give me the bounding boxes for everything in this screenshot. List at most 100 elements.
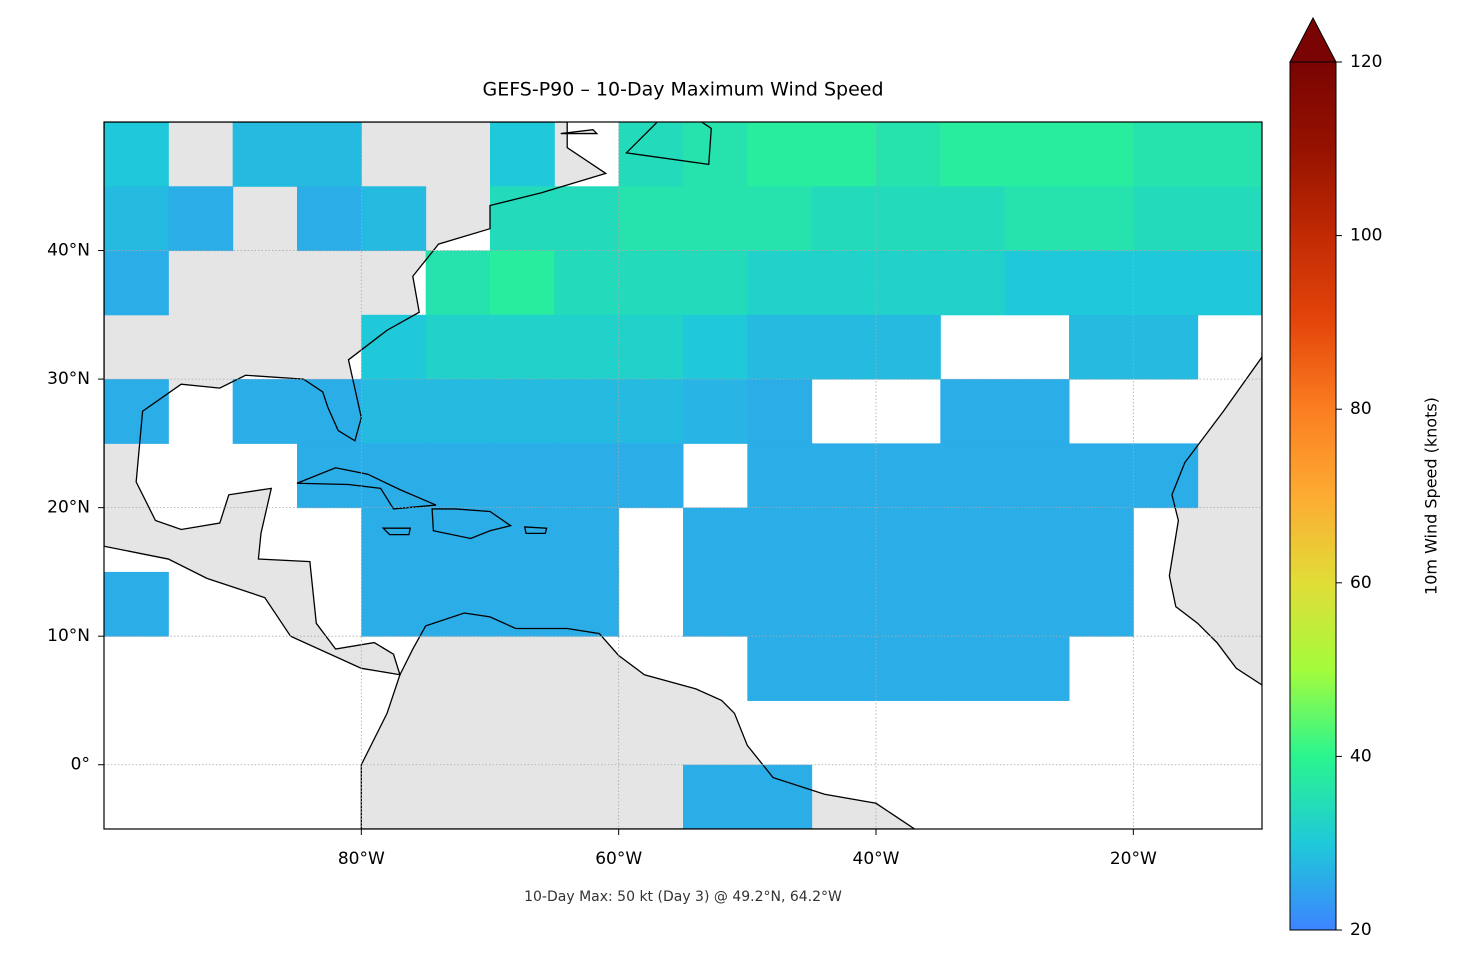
wind-cell	[940, 122, 1006, 187]
wind-cell	[104, 571, 169, 637]
wind-cell	[876, 122, 941, 187]
wind-cell	[1069, 122, 1134, 187]
wind-cell	[361, 379, 427, 444]
x-tick-label: 80°W	[338, 849, 385, 869]
x-tick-label: 20°W	[1110, 849, 1157, 869]
wind-cell	[876, 636, 941, 701]
wind-cell	[554, 379, 620, 444]
wind-cell	[811, 314, 877, 380]
wind-cell	[876, 443, 941, 509]
wind-cell	[1069, 507, 1134, 573]
wind-cell	[747, 764, 813, 829]
wind-cell	[940, 379, 1006, 444]
wind-cell	[683, 122, 748, 187]
wind-cell	[104, 122, 169, 187]
coastline	[431, 508, 513, 540]
wind-cell	[1004, 443, 1070, 509]
colorbar	[1290, 62, 1336, 930]
wind-cell	[554, 250, 620, 316]
wind-cell	[104, 186, 169, 252]
wind-cell	[1004, 507, 1070, 573]
wind-cell	[747, 379, 813, 444]
coastline	[1168, 352, 1262, 686]
coastline	[296, 467, 437, 510]
wind-cell	[425, 571, 491, 637]
wind-cell	[811, 443, 877, 509]
wind-cell	[1069, 443, 1134, 509]
wind-cell	[168, 186, 234, 252]
wind-cell	[747, 186, 813, 252]
wind-cell	[1197, 122, 1262, 187]
wind-cell	[747, 250, 813, 316]
y-tick-label: 20°N	[47, 498, 90, 518]
wind-cell	[811, 250, 877, 316]
wind-cell	[490, 507, 555, 573]
colorbar-label: 10m Wind Speed (knots)	[1422, 397, 1441, 595]
wind-cell	[1133, 250, 1199, 316]
wind-cell	[490, 122, 555, 187]
wind-cell	[425, 379, 491, 444]
wind-cell	[940, 250, 1006, 316]
annotation: 10-Day Max: 50 kt (Day 3) @ 49.2°N, 64.2…	[524, 889, 842, 905]
wind-cell	[554, 443, 620, 509]
wind-cell	[940, 186, 1006, 252]
wind-cell	[490, 571, 555, 637]
wind-cell	[554, 507, 620, 573]
colorbar-tick-label: 60	[1350, 573, 1372, 593]
wind-cell	[361, 186, 427, 252]
y-tick-label: 10°N	[47, 626, 90, 646]
wind-cell	[361, 314, 427, 380]
wind-cell	[747, 507, 813, 573]
wind-cell	[554, 314, 620, 380]
wind-cell	[297, 186, 362, 252]
wind-cell	[232, 122, 298, 187]
wind-cell	[1133, 443, 1199, 509]
wind-cell	[876, 314, 941, 380]
wind-cell	[747, 443, 813, 509]
wind-cell	[1133, 314, 1199, 380]
wind-cell	[297, 122, 362, 187]
coastline	[560, 129, 599, 135]
wind-cell	[683, 571, 748, 637]
wind-cell	[618, 379, 684, 444]
wind-cell	[811, 186, 877, 252]
wind-cell	[618, 250, 684, 316]
wind-cell	[361, 571, 427, 637]
wind-cell	[811, 507, 877, 573]
y-tick-label: 0°	[71, 755, 90, 775]
chart-title: GEFS-P90 – 10-Day Maximum Wind Speed	[482, 79, 883, 101]
wind-cell	[1133, 122, 1199, 187]
y-tick-label: 40°N	[47, 241, 90, 261]
wind-cell	[747, 314, 813, 380]
colorbar-tick-label: 120	[1350, 52, 1382, 72]
wind-cell	[554, 571, 620, 637]
wind-cell	[297, 443, 362, 509]
coastline	[381, 527, 412, 536]
wind-cell	[104, 379, 169, 444]
wind-cell	[1197, 186, 1262, 252]
land	[361, 613, 915, 829]
wind-cell	[876, 250, 941, 316]
wind-cell	[747, 571, 813, 637]
wind-cell	[811, 636, 877, 701]
wind-cell	[490, 250, 555, 316]
map	[104, 122, 1262, 829]
wind-cell	[1069, 186, 1134, 252]
wind-cell	[683, 379, 748, 444]
land	[1169, 353, 1262, 686]
wind-cell	[1004, 379, 1070, 444]
wind-cell	[490, 314, 555, 380]
plot-frame	[103, 121, 1263, 830]
coastline	[360, 612, 916, 829]
wind-cell	[940, 443, 1006, 509]
wind-cell	[618, 122, 684, 187]
x-tick-label: 60°W	[595, 849, 642, 869]
wind-cell	[1004, 122, 1070, 187]
wind-cell	[1069, 571, 1134, 637]
wind-cell	[1004, 250, 1070, 316]
wind-cell	[425, 250, 491, 316]
wind-cell	[490, 443, 555, 509]
